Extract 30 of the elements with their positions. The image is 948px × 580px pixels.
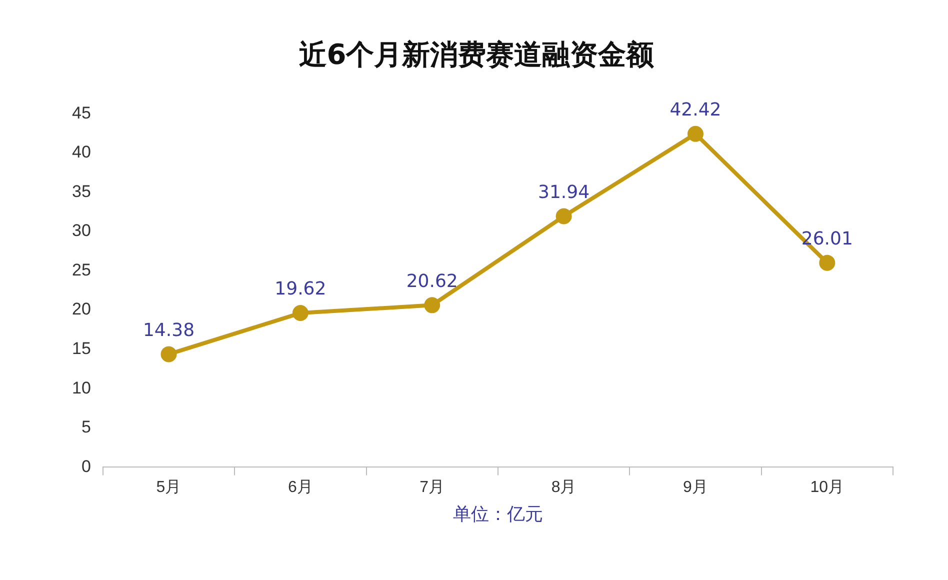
point (687, 126, 704, 142)
x-tick-label: 9月 (683, 479, 708, 496)
y-tick-label: 10 (72, 378, 91, 398)
data-label: 26.01 (801, 228, 853, 250)
point (424, 297, 440, 314)
y-tick-label: 30 (72, 221, 91, 240)
y-tick-label: 0 (81, 456, 91, 476)
y-tick-label: 5 (81, 418, 91, 437)
x-tick-label: 10月 (810, 479, 844, 496)
x-tick-label: 6月 (288, 479, 313, 496)
x-axis-title: 单位：亿元 (452, 504, 543, 524)
data-label: 19.62 (274, 278, 326, 300)
y-tick-label: 20 (72, 300, 91, 319)
y-tick-label: 40 (72, 142, 91, 162)
y-tick-label: 35 (72, 182, 91, 201)
data-label: 14.38 (142, 320, 195, 341)
y-tick-label: 45 (72, 103, 91, 122)
y-tick-label: 25 (72, 260, 91, 280)
point (160, 346, 177, 362)
data-label: 42.42 (670, 100, 722, 121)
chart-title: 近6个月新消费赛道融资金额 (298, 38, 656, 72)
x-tick-label: 7月 (420, 479, 445, 496)
point (819, 254, 836, 271)
point (292, 305, 308, 322)
y-tick-label: 15 (72, 339, 91, 358)
x-tick-label: 5月 (156, 479, 182, 496)
point (556, 208, 572, 224)
data-label: 31.94 (538, 182, 590, 203)
data-label: 20.62 (406, 270, 458, 292)
x-tick-label: 8月 (551, 479, 576, 496)
